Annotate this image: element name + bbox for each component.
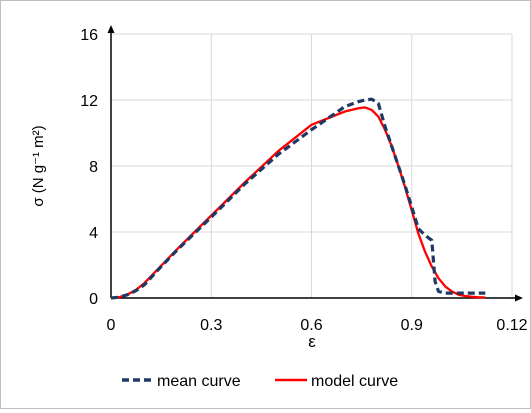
- x-axis-label: ε: [308, 332, 316, 351]
- tick-labels: 0 0.3 0.6 0.9 0.12 0 4 8 12 16: [80, 27, 527, 334]
- x-axis-arrow: [515, 294, 523, 302]
- legend-label-model-curve: model curve: [311, 373, 398, 390]
- series-layer: [110, 97, 486, 300]
- x-tick-label: 0.6: [300, 317, 322, 334]
- y-tick-label: 0: [89, 291, 98, 308]
- y-tick-label: 4: [89, 225, 98, 242]
- y-tick-label: 8: [89, 159, 98, 176]
- y-axis-arrow: [107, 25, 115, 33]
- series-line-mean-curve: [110, 97, 486, 300]
- legend: mean curve model curve: [122, 373, 398, 390]
- series-line-model-curve: [110, 106, 486, 300]
- y-tick-label: 12: [80, 93, 98, 110]
- x-tick-label: 0.9: [401, 317, 423, 334]
- y-tick-label: 16: [80, 27, 98, 44]
- gridlines: [111, 33, 513, 298]
- y-axis-label: σ (N g⁻¹ m²): [30, 125, 47, 206]
- x-tick-label: 0.12: [496, 317, 527, 334]
- axes: [107, 25, 523, 302]
- legend-label-mean-curve: mean curve: [157, 373, 241, 390]
- x-tick-label: 0: [107, 317, 116, 334]
- x-tick-label: 0.3: [200, 317, 222, 334]
